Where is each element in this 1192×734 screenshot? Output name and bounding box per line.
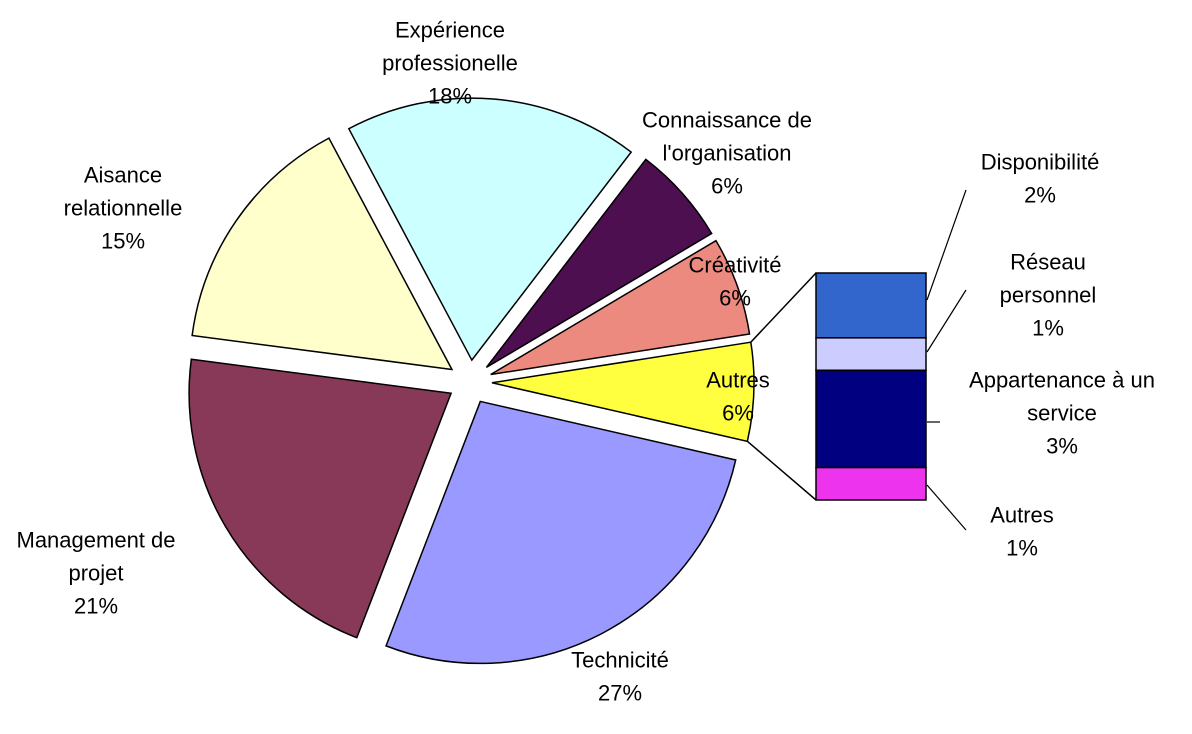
slice-label-connaissance-de-l-organisation: Connaissance de l'organisation 6% — [642, 108, 812, 199]
pie-slices — [188, 97, 755, 665]
slice-management-de-projet — [188, 358, 453, 639]
bar-label-autres: Autres 1% — [990, 503, 1054, 561]
slice-experience-professionelle — [347, 97, 633, 362]
leader-reseau-personnel — [926, 289, 967, 353]
slice-label-aisance-relationnelle: Aisance relationnelle 15% — [64, 163, 183, 254]
bar-label-disponibilite: Disponibilité 2% — [981, 150, 1100, 208]
leader-lines — [926, 189, 967, 531]
slice-label-management-de-projet: Management de projet 21% — [17, 528, 176, 619]
slice-connaissance-de-l-organisation — [485, 158, 713, 369]
connector-bottom — [746, 440, 817, 501]
bar-label-reseau-personnel: Réseau personnel 1% — [1000, 250, 1097, 341]
connector-top — [750, 272, 817, 343]
slice-label-autres: Autres 6% — [706, 368, 770, 426]
slice-creativite — [490, 239, 751, 376]
bar-segment-appartenance-a-un-service — [815, 369, 927, 469]
breakdown-bar — [815, 272, 927, 501]
slice-label-technicite: Technicité 27% — [571, 648, 669, 706]
leader-autres — [926, 484, 967, 531]
breakdown-connectors — [746, 272, 817, 501]
slice-label-experience-professionelle: Expérience professionelle 18% — [382, 18, 518, 109]
leader-disponibilite — [926, 189, 967, 301]
slice-aisance-relationnelle — [191, 137, 454, 371]
bar-label-appartenance-a-un-service: Appartenance à un service 3% — [969, 368, 1155, 459]
slice-label-creativite: Créativité 6% — [689, 253, 782, 311]
bar-segment-disponibilite — [815, 272, 927, 339]
bar-segment-reseau-personnel — [815, 337, 927, 372]
bar-segment-autres — [815, 466, 927, 501]
slice-technicite — [385, 400, 737, 665]
data-labels: Expérience professionelle 18% Connaissance … — [17, 18, 1155, 706]
slice-autres — [491, 341, 755, 443]
